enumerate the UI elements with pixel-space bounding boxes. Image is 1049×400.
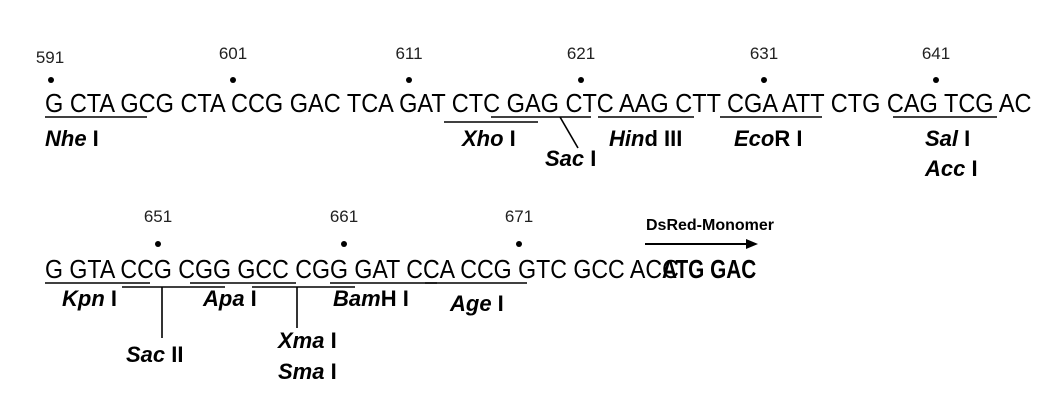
enzyme-label-xmai: Xma I bbox=[276, 328, 337, 353]
position-dots bbox=[155, 241, 522, 247]
position-label: 601 bbox=[219, 44, 247, 63]
sequence-row-1: G CTA GCG CTA CCG GAC TCA GAT CTC GAG CT… bbox=[45, 90, 1032, 118]
start-codons: ATG GAC bbox=[662, 255, 756, 284]
site-underlines-row-1 bbox=[45, 116, 997, 149]
enzyme-label-smai: Sma I bbox=[278, 359, 337, 384]
enzyme-label-kpni: Kpn I bbox=[62, 286, 117, 311]
gene-label: DsRed-Monomer bbox=[646, 217, 774, 234]
position-label: 631 bbox=[750, 44, 778, 63]
enzyme-label-bamhi: BamH I bbox=[333, 286, 409, 311]
position-label: 651 bbox=[144, 207, 172, 226]
position-label: 621 bbox=[567, 44, 595, 63]
position-label: 661 bbox=[330, 207, 358, 226]
position-label: 611 bbox=[395, 44, 422, 63]
enzyme-label-ecori: EcoR I bbox=[734, 126, 802, 151]
enzyme-label-sali: Sal I bbox=[925, 126, 970, 151]
saci-pointer bbox=[559, 116, 579, 149]
enzyme-label-saci: Sac I bbox=[545, 146, 596, 171]
site-underlines-row-2 bbox=[45, 282, 527, 338]
position-label: 591 bbox=[36, 48, 64, 67]
enzyme-label-xhoi: Xho I bbox=[460, 126, 516, 151]
enzyme-label-sacii: Sac II bbox=[126, 342, 184, 367]
enzyme-label-apai: Apa I bbox=[202, 286, 257, 311]
position-dots bbox=[48, 77, 939, 83]
enzyme-label-agei: Age I bbox=[449, 291, 504, 316]
enzyme-label-hindiii: Hind III bbox=[609, 126, 682, 151]
sequence-row-2: G GTA CCG CGG GCC CGG GAT CCA CCG GTC GC… bbox=[45, 256, 679, 285]
arrow-right-icon bbox=[645, 239, 758, 249]
position-label: 671 bbox=[505, 207, 533, 226]
enzyme-label-nhei: Nhe I bbox=[45, 126, 99, 151]
enzyme-label-acci: Acc I bbox=[924, 156, 978, 181]
position-label: 641 bbox=[922, 44, 950, 63]
